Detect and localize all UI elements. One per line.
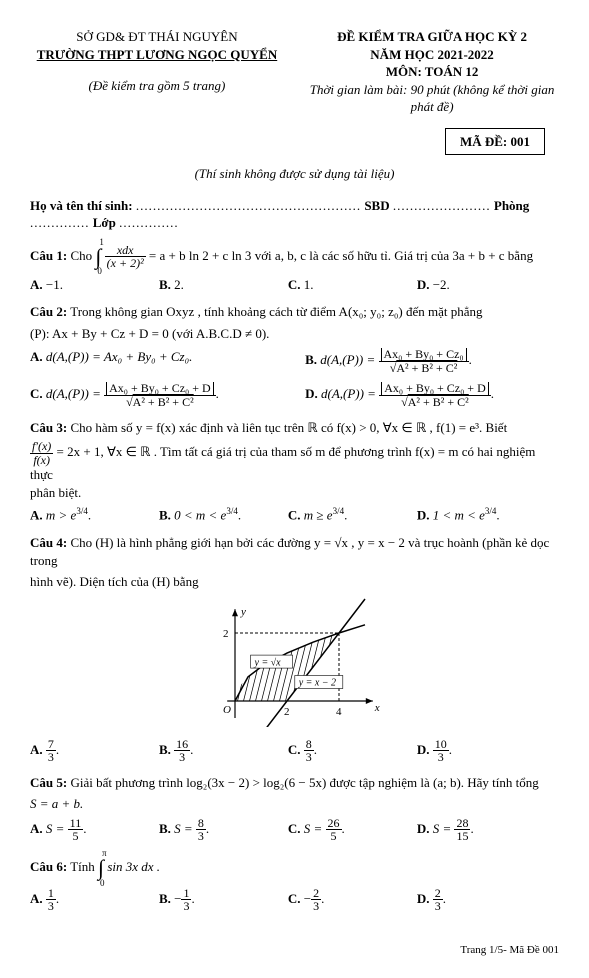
question-4: Câu 4: Cho (H) là hình phẳng giới hạn bở… — [30, 534, 559, 763]
question-5: Câu 5: Giải bất phương trình log₂(3x − 2… — [30, 774, 559, 843]
dept-line: SỞ GD& ĐT THÁI NGUYÊN — [30, 28, 284, 46]
title-1: ĐỀ KIỂM TRA GIỮA HỌC KỲ 2 — [305, 28, 559, 46]
svg-text:O: O — [223, 704, 231, 716]
svg-text:y = √x: y = √x — [253, 657, 281, 668]
q4-chart: y = √x y = x − 2 O 2 4 2 x y — [30, 597, 559, 732]
school-line: TRƯỜNG THPT LƯƠNG NGỌC QUYỂN — [30, 46, 284, 64]
title-2: NĂM HỌC 2021-2022 — [305, 46, 559, 64]
page-footer: Trang 1/5- Mã Đề 001 — [30, 943, 559, 958]
student-info-line: Họ và tên thí sinh: ....................… — [30, 197, 559, 232]
question-1: Câu 1: Cho 1 ∫ 0 xdx (x + 2)² = a + b ln… — [30, 242, 559, 293]
question-3: Câu 3: Cho hàm số y = f(x) xác định và l… — [30, 419, 559, 525]
exam-code-box: MÃ ĐỀ: 001 — [445, 128, 545, 156]
title-4: Thời gian làm bài: 90 phút (không kể thờ… — [305, 81, 559, 116]
svg-text:y: y — [240, 606, 246, 618]
instruction-line: (Thí sinh không được sử dụng tài liệu) — [30, 165, 559, 183]
svg-text:2: 2 — [223, 628, 229, 640]
svg-text:4: 4 — [336, 706, 342, 718]
svg-text:2: 2 — [284, 706, 290, 718]
svg-text:x: x — [373, 702, 379, 714]
svg-text:y = x − 2: y = x − 2 — [297, 678, 335, 689]
question-6: Câu 6: Tính π ∫ 0 sin 3x dx . A. 13. B. … — [30, 853, 559, 913]
title-3: MÔN: TOÁN 12 — [305, 63, 559, 81]
question-2: Câu 2: Trong không gian Oxyz , tính khoả… — [30, 303, 559, 408]
page-count-note: (Đề kiểm tra gồm 5 trang) — [30, 77, 284, 95]
exam-header: SỞ GD& ĐT THÁI NGUYÊN TRƯỜNG THPT LƯƠNG … — [30, 28, 559, 183]
